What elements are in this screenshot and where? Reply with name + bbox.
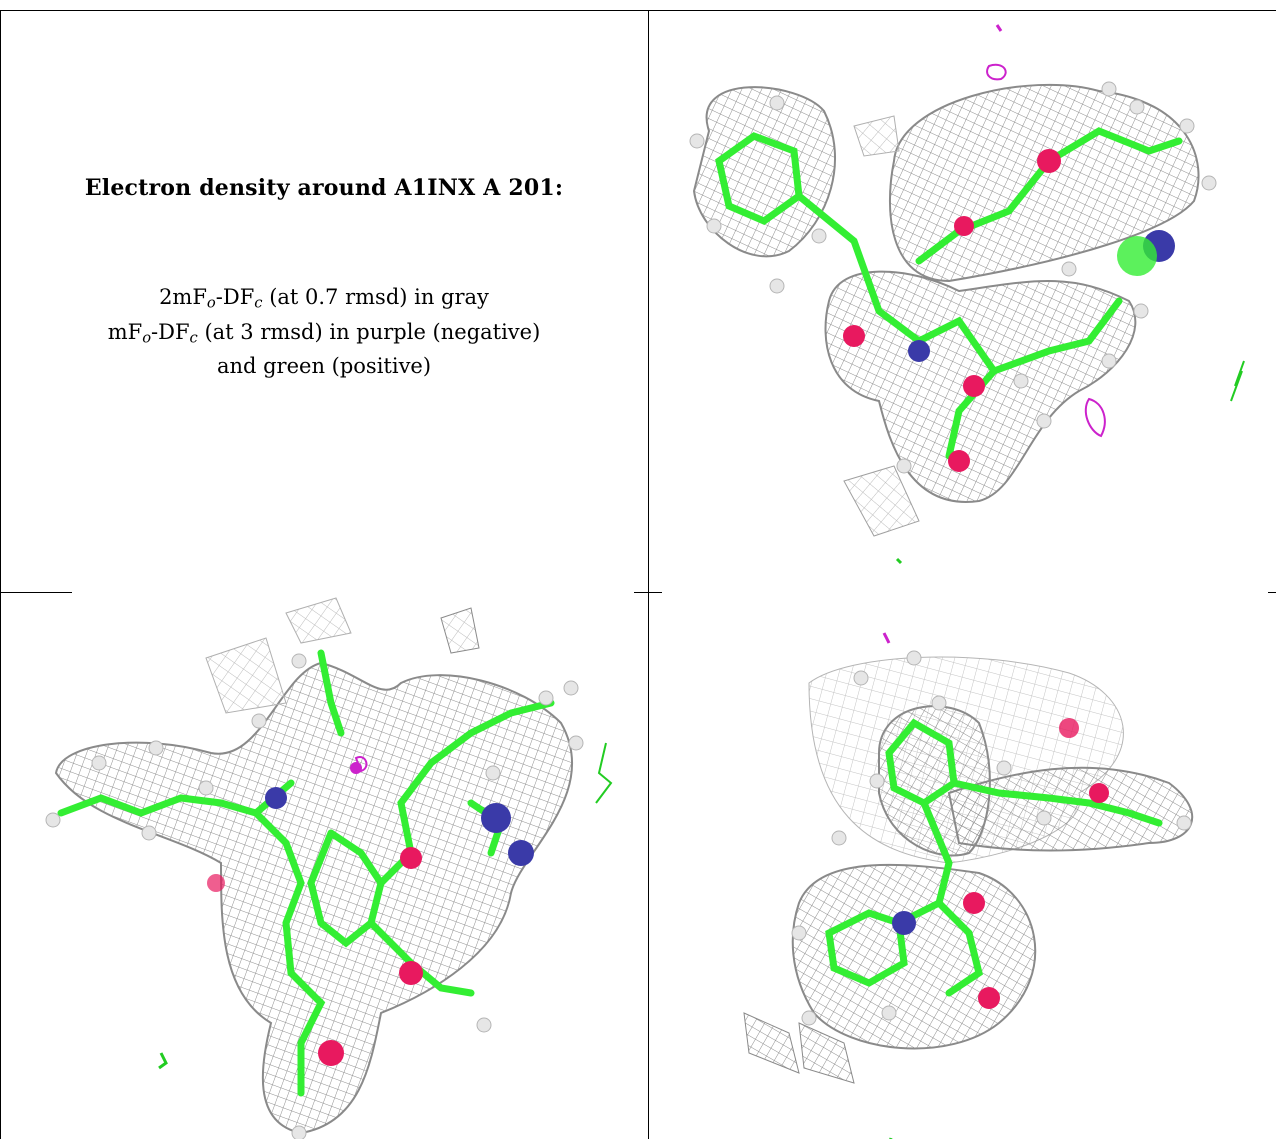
figure-legend: 2mFo-DFc (at 0.7 rmsd) in gray mFo-DFc (… <box>0 283 648 381</box>
legend-line-positive: and green (positive) <box>216 354 432 379</box>
legend-line-gray: 2mFo-DFc (at 0.7 rmsd) in gray <box>159 285 489 312</box>
density-view-2 <box>1 593 648 1139</box>
density-view-3 <box>649 593 1276 1139</box>
table-divider-horizontal-right <box>1268 592 1276 593</box>
density-render-1 <box>689 24 1245 565</box>
table-divider-horizontal-mid <box>634 592 662 593</box>
density-view-1 <box>649 11 1276 591</box>
caption-cell: Electron density around A1INX A 201: 2mF… <box>0 11 648 591</box>
table-divider-vertical <box>648 10 649 1139</box>
table-border-top <box>0 10 1276 11</box>
density-render-3 <box>743 632 1194 1139</box>
table-divider-horizontal-left <box>0 592 72 593</box>
figure-title: Electron density around A1INX A 201: <box>84 175 564 201</box>
legend-line-difference: mFo-DFc (at 3 rmsd) in purple (negative) <box>107 319 541 347</box>
table-border-left <box>0 10 1 1139</box>
density-render-2 <box>45 597 613 1139</box>
